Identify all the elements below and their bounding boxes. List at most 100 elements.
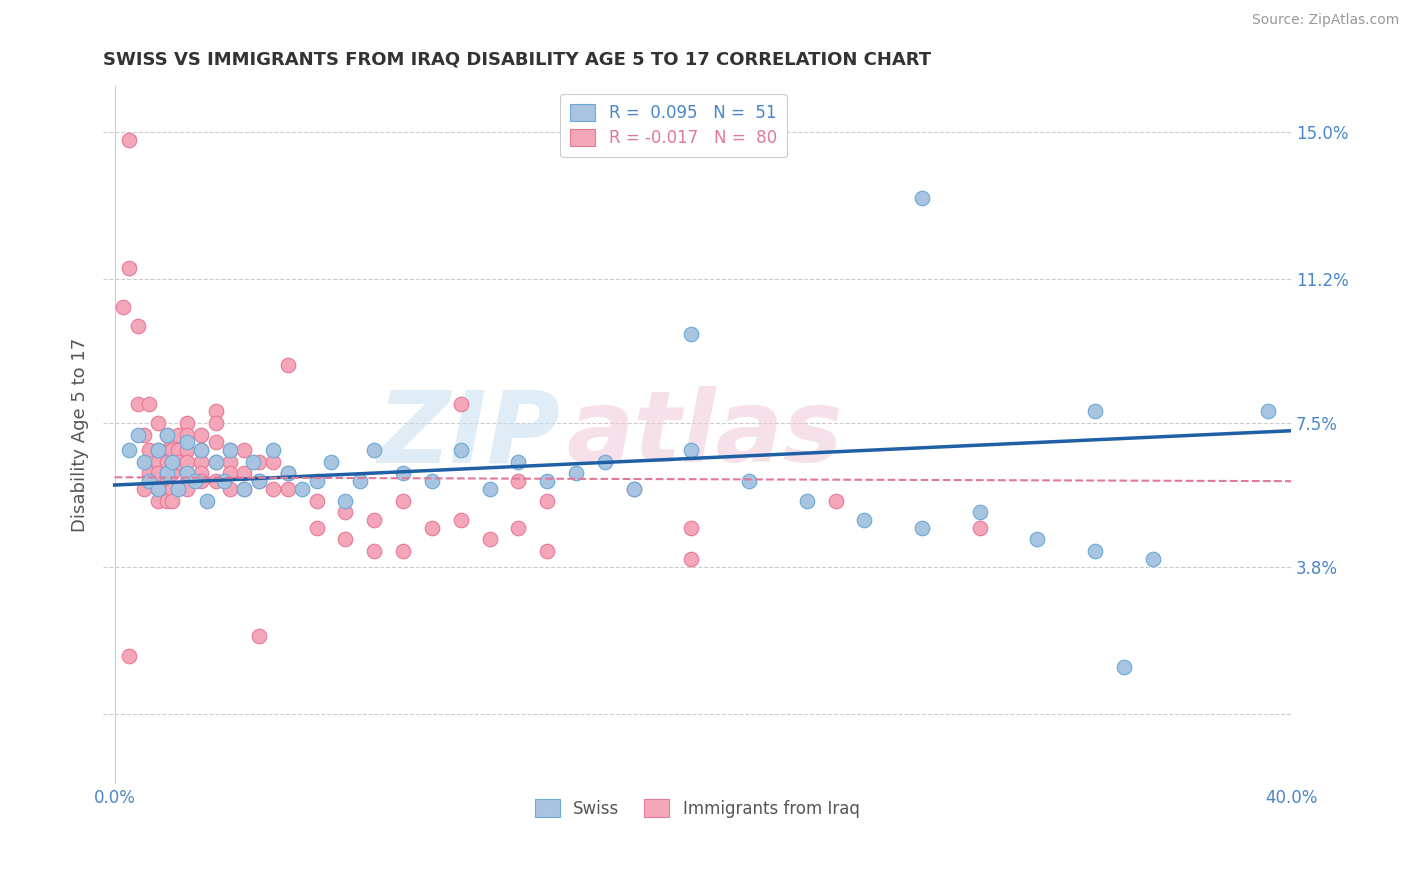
Point xyxy=(1142,551,1164,566)
Point xyxy=(450,443,472,458)
Point xyxy=(1084,404,1107,418)
Point xyxy=(392,467,415,481)
Point xyxy=(176,482,198,496)
Point xyxy=(167,455,190,469)
Point xyxy=(738,474,761,488)
Point xyxy=(190,455,212,469)
Point xyxy=(536,493,558,508)
Point xyxy=(127,318,149,333)
Point xyxy=(138,474,160,488)
Point xyxy=(565,467,588,481)
Point xyxy=(176,427,198,442)
Point xyxy=(508,521,530,535)
Point xyxy=(247,455,270,469)
Point xyxy=(146,455,169,469)
Point xyxy=(138,396,160,410)
Point xyxy=(335,493,357,508)
Point xyxy=(508,474,530,488)
Point xyxy=(363,443,385,458)
Point xyxy=(420,474,443,488)
Point xyxy=(155,443,177,458)
Point xyxy=(219,467,242,481)
Point xyxy=(155,467,177,481)
Point xyxy=(118,443,141,458)
Point xyxy=(162,443,184,458)
Point xyxy=(1400,668,1406,682)
Point xyxy=(204,455,226,469)
Point xyxy=(242,455,264,469)
Point xyxy=(623,482,645,496)
Point xyxy=(176,467,198,481)
Point xyxy=(146,443,169,458)
Point xyxy=(681,443,703,458)
Point xyxy=(478,482,501,496)
Point xyxy=(146,482,169,496)
Point xyxy=(167,427,190,442)
Point xyxy=(146,467,169,481)
Point xyxy=(155,427,177,442)
Point xyxy=(118,260,141,275)
Point xyxy=(508,455,530,469)
Text: atlas: atlas xyxy=(567,386,844,483)
Point xyxy=(118,648,141,663)
Point xyxy=(1084,544,1107,558)
Point xyxy=(291,482,314,496)
Point xyxy=(277,482,299,496)
Point xyxy=(392,544,415,558)
Point xyxy=(204,416,226,430)
Point xyxy=(911,521,934,535)
Point xyxy=(536,474,558,488)
Point xyxy=(127,427,149,442)
Point xyxy=(212,474,235,488)
Point xyxy=(219,455,242,469)
Point xyxy=(478,533,501,547)
Point xyxy=(262,443,284,458)
Point xyxy=(132,427,155,442)
Point xyxy=(233,467,256,481)
Point xyxy=(176,443,198,458)
Point xyxy=(127,396,149,410)
Point xyxy=(363,513,385,527)
Point xyxy=(204,474,226,488)
Point xyxy=(184,474,207,488)
Point xyxy=(305,474,328,488)
Point xyxy=(420,521,443,535)
Point xyxy=(233,443,256,458)
Point xyxy=(190,443,212,458)
Point xyxy=(262,455,284,469)
Point xyxy=(219,482,242,496)
Point xyxy=(195,493,218,508)
Point xyxy=(162,493,184,508)
Point xyxy=(146,416,169,430)
Point xyxy=(349,474,371,488)
Point xyxy=(363,544,385,558)
Point xyxy=(247,474,270,488)
Point xyxy=(138,467,160,481)
Point xyxy=(681,521,703,535)
Point xyxy=(190,427,212,442)
Point xyxy=(681,326,703,341)
Point xyxy=(190,443,212,458)
Text: Source: ZipAtlas.com: Source: ZipAtlas.com xyxy=(1251,13,1399,28)
Point xyxy=(911,191,934,205)
Y-axis label: Disability Age 5 to 17: Disability Age 5 to 17 xyxy=(72,337,89,532)
Point xyxy=(176,416,198,430)
Point xyxy=(155,455,177,469)
Point xyxy=(233,482,256,496)
Point xyxy=(112,300,135,314)
Point xyxy=(155,474,177,488)
Text: ZIP: ZIP xyxy=(378,386,561,483)
Point xyxy=(190,467,212,481)
Point xyxy=(335,533,357,547)
Point xyxy=(536,544,558,558)
Point xyxy=(681,551,703,566)
Point xyxy=(167,482,190,496)
Point xyxy=(155,427,177,442)
Point xyxy=(593,455,616,469)
Point xyxy=(623,482,645,496)
Point xyxy=(204,455,226,469)
Point xyxy=(162,455,184,469)
Point xyxy=(190,474,212,488)
Point xyxy=(219,443,242,458)
Point xyxy=(247,629,270,643)
